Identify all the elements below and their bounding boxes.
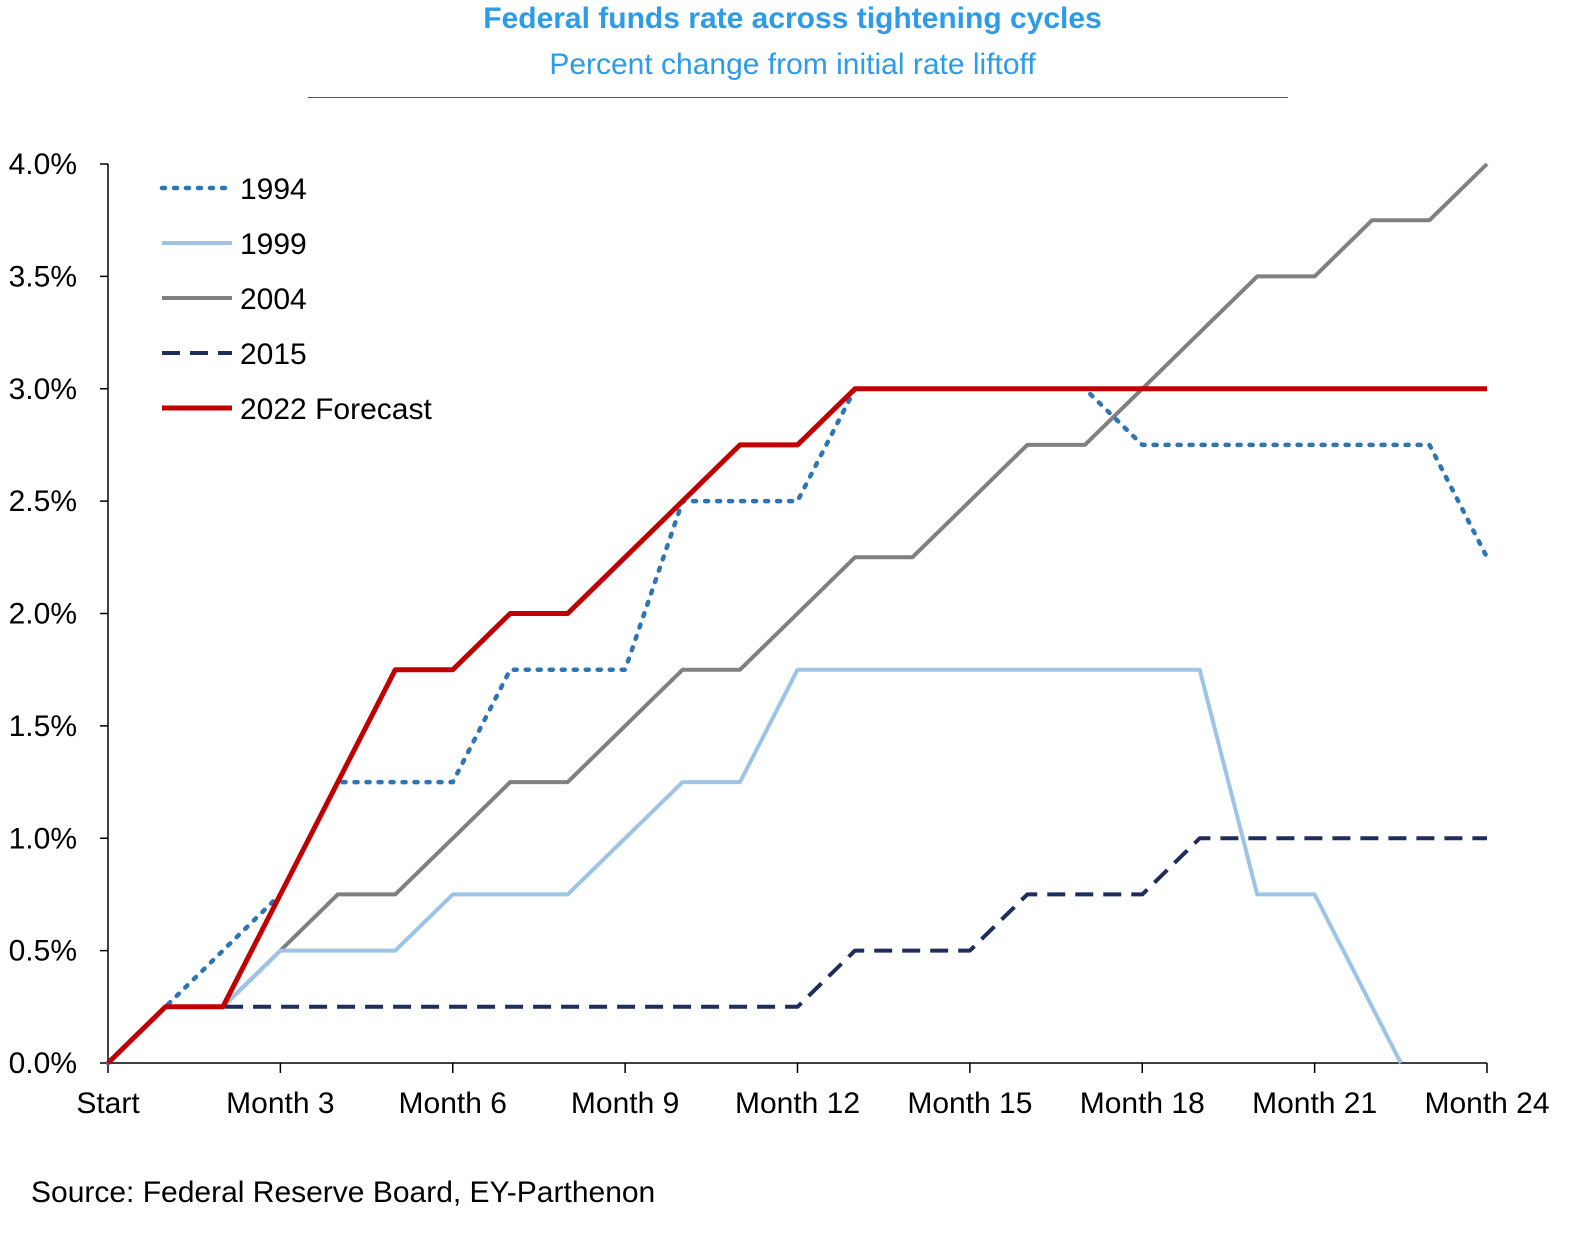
legend-label: 1999 <box>240 228 307 261</box>
x-tick-label: Month 15 <box>907 1087 1032 1120</box>
x-tick-label: Month 9 <box>571 1087 679 1120</box>
x-tick-label: Month 21 <box>1252 1087 1377 1120</box>
x-tick-label: Month 24 <box>1424 1087 1549 1120</box>
series-1999 <box>106 667 1403 1065</box>
chart-title: Federal funds rate across tightening cyc… <box>483 2 1102 35</box>
legend-item-1994: 1994 <box>159 173 307 206</box>
chart-legend: 1994 1999 2004 2015 2022 Forecast <box>159 173 432 426</box>
y-tick-label: 3.0% <box>9 373 77 406</box>
legend-label: 1994 <box>240 173 307 206</box>
legend-item-1999: 1999 <box>162 228 307 261</box>
series-2015 <box>106 836 1488 1065</box>
legend-item-2022-forecast: 2022 Forecast <box>162 393 432 426</box>
x-tick-label: Month 6 <box>399 1087 507 1120</box>
y-tick-label: 4.0% <box>9 148 77 181</box>
x-tick-label: Month 12 <box>735 1087 860 1120</box>
y-tick-label: 0.5% <box>9 935 77 968</box>
source-note: Source: Federal Reserve Board, EY-Parthe… <box>31 1176 656 1209</box>
y-tick-label: 1.0% <box>9 822 77 855</box>
series-line <box>106 667 1403 1065</box>
legend-label: 2015 <box>240 338 307 371</box>
chart-ticks: 0.0% 0.5% 1.0% 1.5% 2.0% 2.5% 3.0% 3.5% 4.0% Star… <box>9 148 1550 1120</box>
x-tick-label: Month 3 <box>226 1087 334 1120</box>
series-line <box>105 386 1490 1066</box>
y-tick-label: 2.0% <box>9 598 77 631</box>
legend-label: 2022 Forecast <box>240 393 432 426</box>
title-divider <box>308 97 1288 98</box>
legend-item-2004: 2004 <box>162 283 307 316</box>
legend-item-2015: 2015 <box>162 338 307 371</box>
legend-label: 2004 <box>240 283 307 316</box>
chart-series <box>105 162 1490 1066</box>
series-2022-forecast <box>106 386 1488 1065</box>
x-tick-label: Month 18 <box>1080 1087 1205 1120</box>
series-1994 <box>105 386 1490 1066</box>
y-tick-label: 1.5% <box>9 710 77 743</box>
series-line <box>106 386 1487 1065</box>
x-tick-label: Start <box>76 1087 140 1120</box>
y-tick-label: 2.5% <box>9 485 77 518</box>
y-tick-label: 0.0% <box>9 1047 77 1080</box>
y-tick-label: 3.5% <box>9 260 77 293</box>
series-2004 <box>106 162 1489 1065</box>
chart-plot: 0.0% 0.5% 1.0% 1.5% 2.0% 2.5% 3.0% 3.5% 4.0% Star… <box>9 148 1550 1120</box>
chart-subtitle: Percent change from initial rate liftoff <box>549 48 1036 81</box>
